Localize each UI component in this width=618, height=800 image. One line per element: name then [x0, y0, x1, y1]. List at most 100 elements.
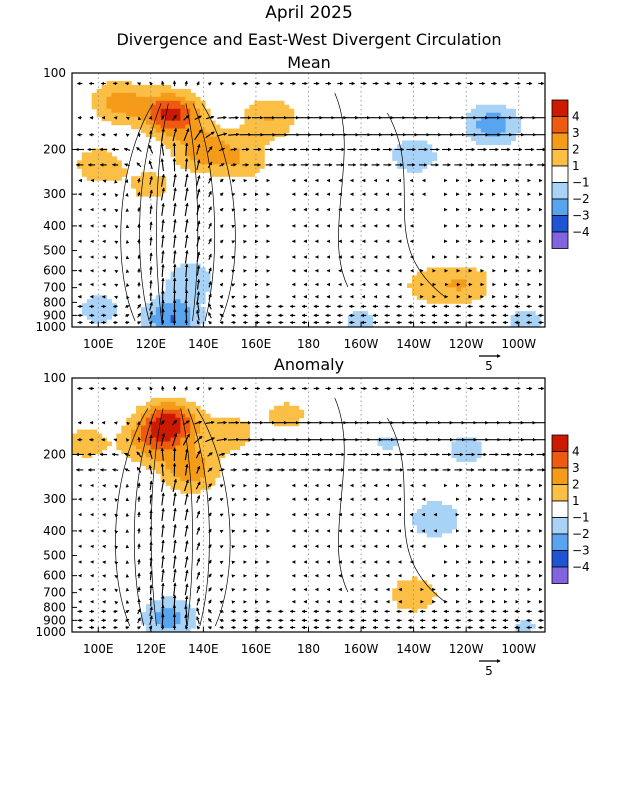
shading-cell — [485, 120, 492, 126]
vector-arrow — [208, 573, 212, 578]
vector-arrow — [184, 493, 189, 505]
shading-cell — [446, 520, 452, 526]
shading-cell — [185, 413, 191, 419]
shading-cell — [274, 421, 280, 427]
shading-cell — [224, 136, 231, 142]
vector-arrow — [196, 309, 200, 321]
vector-arrow — [137, 312, 142, 318]
shading-cell — [180, 401, 186, 407]
shading-cell — [205, 283, 211, 288]
shading-cell — [140, 192, 147, 197]
shading-cell — [175, 461, 181, 466]
shading-cell — [190, 287, 196, 292]
shading-cell — [185, 608, 191, 613]
shading-cell — [421, 520, 428, 526]
shading-cell — [145, 176, 152, 181]
shading-cell — [407, 600, 413, 605]
shading-cell — [426, 592, 433, 597]
vector-arrow — [219, 163, 225, 167]
vector-arrow — [196, 174, 201, 186]
shading-cell — [170, 104, 177, 110]
shading-cell — [515, 628, 521, 632]
shading-cell — [480, 140, 487, 146]
shading-cell — [96, 303, 103, 308]
shading-cell — [121, 445, 127, 451]
shading-cell — [397, 604, 403, 609]
shading-cell — [347, 315, 354, 320]
shading-cell — [121, 437, 127, 443]
vector-arrow — [207, 618, 212, 623]
vector-arrow — [172, 507, 177, 522]
vector-arrow — [149, 434, 153, 445]
shading-cell — [441, 520, 448, 526]
shading-cell — [249, 108, 255, 114]
shading-cell — [150, 453, 157, 458]
shading-cell — [175, 307, 181, 312]
shading-cell — [200, 299, 206, 304]
shading-cell — [200, 164, 206, 169]
colorbar-box — [551, 165, 569, 183]
shading-cell — [249, 128, 255, 134]
shading-cell — [219, 152, 226, 157]
shading-cell — [476, 120, 482, 126]
shading-cell — [180, 481, 186, 486]
shading-cell — [180, 477, 186, 482]
shading-cell — [377, 441, 384, 447]
vector-arrow — [126, 421, 131, 426]
shading-cell — [195, 489, 201, 494]
shading-cell — [150, 612, 157, 617]
shading-cell — [411, 600, 418, 605]
shading-cell — [244, 429, 250, 435]
shading-cell — [259, 128, 265, 134]
shading-cell — [229, 445, 236, 451]
shading-cell — [471, 271, 477, 277]
vector-arrow — [196, 278, 201, 290]
shading-cell — [155, 469, 162, 474]
shading-cell — [136, 88, 142, 94]
shading-cell — [283, 112, 290, 118]
shading-cell — [426, 144, 433, 150]
shading-cell — [451, 512, 457, 518]
shading-cell — [185, 425, 191, 431]
shading-cell — [175, 401, 181, 407]
shading-cell — [195, 120, 201, 126]
shading-cell — [190, 112, 196, 118]
shading-cell — [140, 184, 147, 189]
shading-cell — [200, 116, 206, 122]
vector-arrow — [219, 282, 224, 287]
shading-cell — [456, 449, 462, 455]
shading-cell — [165, 144, 172, 150]
shading-cell — [411, 152, 418, 157]
shading-cell — [96, 433, 103, 439]
shading-cell — [170, 315, 177, 320]
shading-cell — [466, 120, 472, 126]
shading-cell — [446, 295, 452, 300]
shading-cell — [190, 96, 196, 102]
shading-cell — [219, 429, 226, 435]
shading-cell — [224, 417, 231, 423]
shading-cell — [431, 299, 438, 304]
shading-cell — [160, 413, 167, 419]
shading-cell — [106, 112, 113, 118]
y-tick-label: 200 — [43, 447, 66, 461]
shading-cell — [160, 88, 167, 94]
shading-cell — [180, 116, 186, 122]
shading-cell — [347, 323, 354, 327]
shading-cell — [140, 417, 147, 423]
shading-cell — [136, 184, 142, 189]
shading-cell — [476, 136, 482, 142]
shading-cell — [175, 120, 181, 126]
vector-arrow — [184, 187, 189, 201]
colorbar-label: −3 — [572, 209, 590, 223]
shading-cell — [426, 505, 433, 510]
shading-cell — [81, 307, 88, 312]
shading-cell — [214, 457, 221, 462]
shading-cell — [96, 108, 103, 114]
vector-arrow — [124, 468, 130, 472]
shading-cell — [471, 120, 477, 126]
shading-cell — [155, 616, 162, 621]
vector-arrow — [137, 617, 141, 624]
shading-cell — [476, 275, 482, 280]
vector-arrow — [161, 492, 165, 506]
shading-cell — [116, 96, 122, 102]
